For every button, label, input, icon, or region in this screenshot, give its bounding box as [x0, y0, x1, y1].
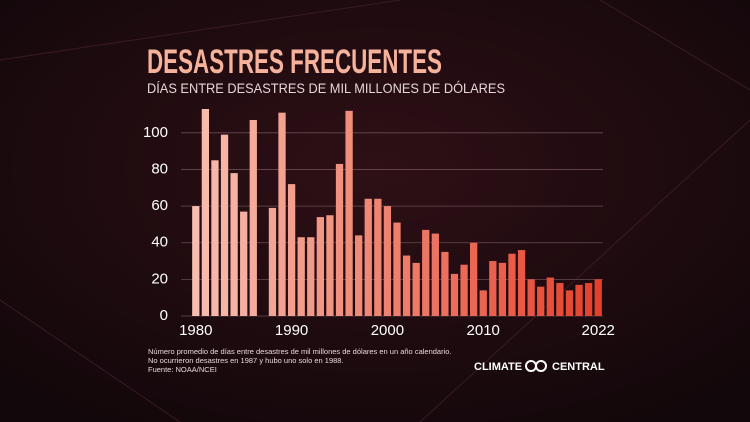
x-tick-label: 2010 — [467, 322, 500, 339]
chart-subtitle: DÍAS ENTRE DESASTRES DE MIL MILLONES DE … — [147, 80, 505, 96]
y-tick-label: 0 — [160, 307, 168, 324]
note: Número promedio de días entre desastres … — [148, 347, 452, 356]
bar — [192, 206, 200, 316]
bar — [316, 217, 324, 316]
bar — [345, 110, 353, 317]
bar — [575, 284, 583, 316]
bar — [517, 250, 526, 316]
bar — [402, 255, 411, 316]
bar — [326, 215, 334, 316]
bar — [383, 206, 392, 316]
y-tick-label: 20 — [151, 270, 168, 287]
bar — [460, 264, 468, 316]
bar — [556, 283, 564, 316]
bar — [537, 286, 545, 316]
bar — [498, 262, 507, 316]
bar — [297, 237, 305, 316]
bar — [307, 237, 315, 316]
note: No ocurrieron desastres en 1987 y hubo u… — [148, 356, 344, 365]
bar — [201, 109, 210, 316]
bar — [249, 119, 257, 316]
logo-text: CLIMATE — [474, 361, 522, 373]
bar — [489, 261, 497, 316]
logo-text: CENTRAL — [552, 361, 605, 373]
bar — [431, 233, 439, 316]
bar — [594, 279, 602, 316]
logo-icon — [525, 360, 547, 372]
bar — [422, 229, 430, 316]
bar — [584, 283, 593, 316]
bar — [527, 279, 535, 316]
bar — [441, 251, 449, 316]
bar — [220, 134, 229, 316]
x-tick-label: 1990 — [275, 322, 308, 339]
bar — [565, 290, 574, 316]
bar — [355, 235, 363, 316]
bar — [364, 198, 372, 316]
bar — [393, 222, 401, 316]
note: Fuente: NOAA/NCEI — [148, 365, 217, 374]
y-tick-label: 40 — [151, 234, 168, 251]
bar — [479, 290, 487, 316]
y-tick-label: 60 — [151, 197, 168, 214]
bar — [508, 253, 516, 316]
bar — [546, 277, 554, 316]
x-tick-label: 2000 — [371, 322, 404, 339]
chart-title: DESASTRES FRECUENTES — [147, 43, 442, 81]
bar — [450, 273, 459, 316]
bar — [230, 173, 238, 316]
bar — [412, 262, 420, 316]
y-tick-label: 100 — [143, 124, 168, 141]
bar — [470, 242, 478, 316]
bar — [335, 163, 344, 316]
y-tick-label: 80 — [151, 160, 168, 177]
bar — [287, 184, 296, 316]
bar — [278, 112, 286, 316]
bar — [268, 207, 277, 316]
bar — [240, 211, 248, 316]
bar — [211, 160, 219, 316]
x-tick-label: 2022 — [582, 322, 615, 339]
bar — [374, 198, 382, 316]
x-tick-label: 1980 — [179, 322, 212, 339]
